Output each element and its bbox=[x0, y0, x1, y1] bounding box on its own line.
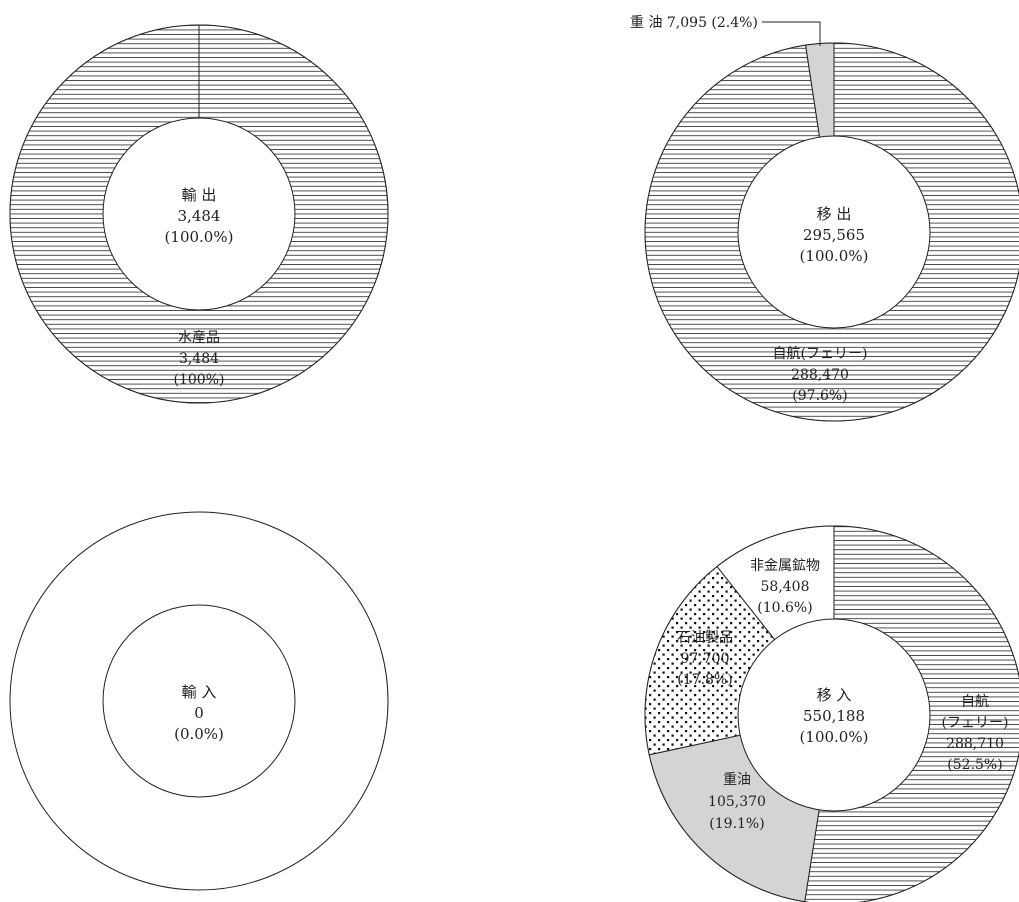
slice-label-percent: (10.6%) bbox=[757, 600, 812, 616]
slice-label-value: 288,710 bbox=[946, 736, 1004, 752]
chart-transfer-out-center-hole bbox=[737, 135, 931, 329]
slice-label-name: 重油 bbox=[723, 772, 751, 788]
slice-label-name: 非金属鉱物 bbox=[750, 557, 820, 574]
slice-label-percent: (52.5%) bbox=[947, 757, 1002, 773]
slice-label-value: 105,370 bbox=[708, 794, 766, 810]
slice-label-name: 自航 bbox=[961, 694, 989, 710]
chart-transfer-in-center-percent: (100.0%) bbox=[800, 728, 869, 746]
slice-label-value: 288,470 bbox=[791, 367, 849, 383]
slice-label-percent: (100%) bbox=[174, 372, 225, 388]
slice-label-percent: (97.6%) bbox=[792, 388, 847, 404]
chart-export-slice-label-suisanhin: 水産品 3,484 (100%) bbox=[174, 330, 225, 388]
slice-label-name: 石油製品 bbox=[677, 630, 733, 646]
slice-label-value: 58,408 bbox=[761, 579, 810, 595]
chart-import-center-hole bbox=[102, 604, 296, 798]
chart-transfer-in-slice-label-petroleum-products: 石油製品 97,700 (17.8%) bbox=[677, 630, 733, 688]
slice-label-value: 3,484 bbox=[179, 351, 219, 367]
chart-transfer-out-center-percent: (100.0%) bbox=[800, 247, 869, 265]
chart-import-center-value: 0 bbox=[194, 704, 204, 722]
chart-export-center-value: 3,484 bbox=[178, 207, 221, 225]
chart-transfer-out-center-value: 295,565 bbox=[803, 226, 865, 244]
chart-export: 輸 出 3,484 (100.0%) 水産品 3,484 (100%) bbox=[9, 24, 389, 404]
chart-transfer-in-center-hole bbox=[737, 618, 931, 812]
slice-label-name: 自航(フェリー) bbox=[773, 346, 868, 362]
slice-label-percent: (19.1%) bbox=[709, 816, 764, 832]
chart-transfer-in-slice-label-ferry: 自航 (フェリー) 288,710 (52.5%) bbox=[942, 694, 1009, 773]
chart-export-center-hole bbox=[102, 117, 296, 311]
chart-export-center-percent: (100.0%) bbox=[165, 228, 234, 246]
chart-transfer-in: 移 入 550,188 (100.0%) 自航 (フェリー) 288,710 (… bbox=[644, 525, 1019, 902]
chart-transfer-out-leader-line bbox=[762, 21, 821, 46]
chart-transfer-in-slice-label-heavy-oil: 重油 105,370 (19.1%) bbox=[708, 772, 766, 832]
chart-transfer-out-slice-label-ferry: 自航(フェリー) 288,470 (97.6%) bbox=[773, 346, 868, 404]
chart-import: 輸 入 0 (0.0%) bbox=[9, 511, 389, 891]
chart-transfer-out-slice-label-heavy-oil: 重 油 7,095 (2.4%) bbox=[630, 15, 758, 31]
chart-transfer-out: 移 出 295,565 (100.0%) 自航(フェリー) 288,470 (9… bbox=[630, 15, 1019, 422]
chart-export-center-title: 輸 出 bbox=[182, 186, 217, 204]
slice-label-name: 水産品 bbox=[178, 330, 220, 346]
chart-transfer-in-slice-label-nonmetal-minerals: 非金属鉱物 58,408 (10.6%) bbox=[750, 557, 820, 616]
chart-import-center-title: 輸 入 bbox=[182, 683, 217, 701]
slice-label-percent: (17.8%) bbox=[677, 672, 732, 688]
chart-transfer-out-center-title: 移 出 bbox=[817, 205, 852, 223]
chart-import-center-percent: (0.0%) bbox=[174, 725, 224, 743]
chart-transfer-in-center-title: 移 入 bbox=[817, 686, 852, 704]
chart-transfer-in-center-value: 550,188 bbox=[803, 707, 865, 725]
slice-label-value: 97,700 bbox=[681, 651, 730, 667]
slice-label-name-2: (フェリー) bbox=[942, 715, 1009, 731]
